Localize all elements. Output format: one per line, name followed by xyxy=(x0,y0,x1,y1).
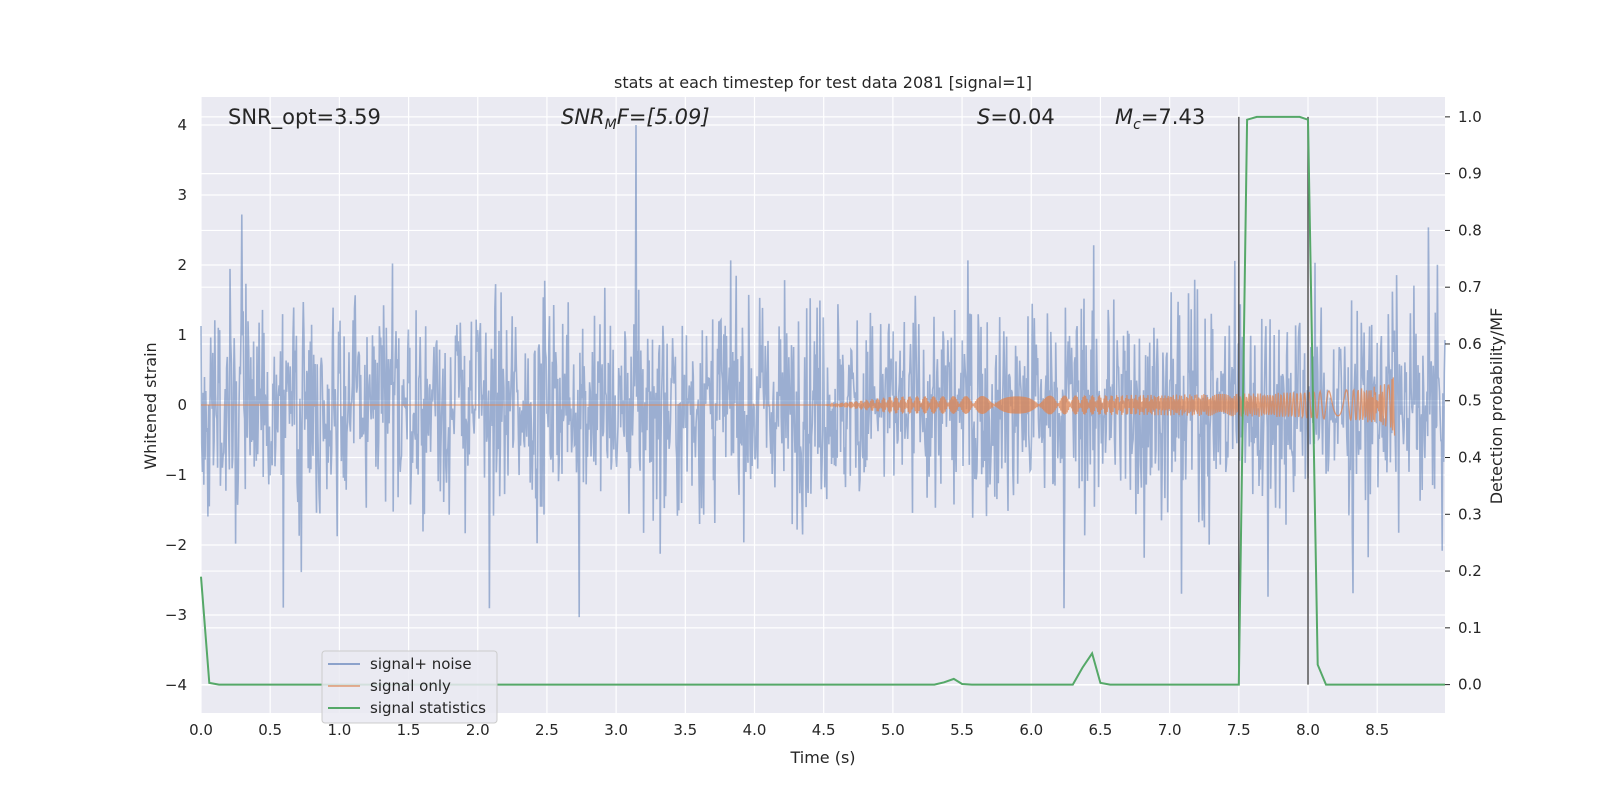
x-tick-label: 2.5 xyxy=(535,721,559,739)
vertical-lines xyxy=(1238,116,1309,685)
x-tick-label: 1.5 xyxy=(397,721,421,739)
x-tick-label: 5.5 xyxy=(950,721,974,739)
y-axis-label: Whitened strain xyxy=(141,342,160,469)
chirp-series xyxy=(201,377,1396,436)
x-tick-label: 7.5 xyxy=(1227,721,1251,739)
y-tick-label: −2 xyxy=(165,536,187,554)
x-tick-label: 6.5 xyxy=(1089,721,1113,739)
legend: signal+ noise signal only signal statist… xyxy=(321,650,498,724)
mc-annotation: Mc=7.43 xyxy=(1115,105,1205,133)
x-tick-label: 7.0 xyxy=(1158,721,1182,739)
y-tick-label: 1 xyxy=(177,326,187,344)
x-tick-label: 8.5 xyxy=(1365,721,1389,739)
stats-series xyxy=(200,115,1445,686)
snr-opt-annotation: SNR_opt=3.59 xyxy=(228,105,381,130)
legend-label-noise: signal+ noise xyxy=(370,655,472,673)
stats-line xyxy=(200,115,1445,686)
y-tick-label-right: 0.2 xyxy=(1458,562,1482,580)
x-tick-label: 1.0 xyxy=(327,721,351,739)
y-tick-label: −1 xyxy=(165,466,187,484)
x-axis-label: Time (s) xyxy=(789,748,855,767)
y-tick-label-right: 0.9 xyxy=(1458,165,1482,183)
x-tick-label: 4.5 xyxy=(812,721,836,739)
noise-line xyxy=(200,124,1446,618)
x-tick-label: 2.0 xyxy=(466,721,490,739)
noise-series xyxy=(200,124,1446,618)
legend-box xyxy=(321,650,498,724)
y-ticks-left: −4 −3 −2 −1 0 1 2 3 4 xyxy=(165,116,187,694)
y-tick-label-right: 0.8 xyxy=(1458,221,1482,239)
y-tick-label-right: 0.4 xyxy=(1458,449,1482,467)
chart-title: stats at each timestep for test data 208… xyxy=(614,73,1032,92)
y-tick-label-right: 0.3 xyxy=(1458,505,1482,523)
x-tick-label: 0.0 xyxy=(189,721,213,739)
x-tick-label: 4.0 xyxy=(743,721,767,739)
legend-label-signal: signal only xyxy=(370,677,451,695)
x-ticks: 0.0 0.5 1.0 1.5 2.0 2.5 3.0 3.5 4.0 4.5 5.0 5.5 6.0 6… xyxy=(189,721,1389,739)
y-tick-label: 3 xyxy=(177,186,187,204)
legend-label-stats: signal statistics xyxy=(370,699,486,717)
y-tick-label-right: 0.5 xyxy=(1458,392,1482,410)
y-tick-label: 0 xyxy=(177,396,187,414)
y-tick-label-right: 0.0 xyxy=(1458,676,1482,694)
y-tick-label: 4 xyxy=(177,116,187,134)
y-tick-label-right: 0.7 xyxy=(1458,278,1482,296)
x-tick-label: 3.0 xyxy=(604,721,628,739)
y-ticks-right: 0.0 0.1 0.2 0.3 0.4 0.5 0.6 0.7 0.8 0.9 1.0 xyxy=(1445,108,1482,694)
y-tick-label-right: 0.1 xyxy=(1458,619,1482,637)
y-tick-label: 2 xyxy=(177,256,187,274)
y-tick-label-right: 0.6 xyxy=(1458,335,1482,353)
y-tick-label: −3 xyxy=(165,606,187,624)
x-tick-label: 8.0 xyxy=(1296,721,1320,739)
x-tick-label: 0.5 xyxy=(258,721,282,739)
x-tick-label: 3.5 xyxy=(673,721,697,739)
chirp-line xyxy=(201,377,1396,436)
y-tick-label-right: 1.0 xyxy=(1458,108,1482,126)
snr-mf-annotation: SNRMF=[5.09] xyxy=(561,105,710,133)
y-axis-label-right: Detection probability/MF xyxy=(1487,308,1506,505)
s-annotation: S=0.04 xyxy=(977,105,1055,129)
x-tick-label: 6.0 xyxy=(1019,721,1043,739)
x-tick-label: 5.0 xyxy=(881,721,905,739)
y-tick-label: −4 xyxy=(165,676,187,694)
